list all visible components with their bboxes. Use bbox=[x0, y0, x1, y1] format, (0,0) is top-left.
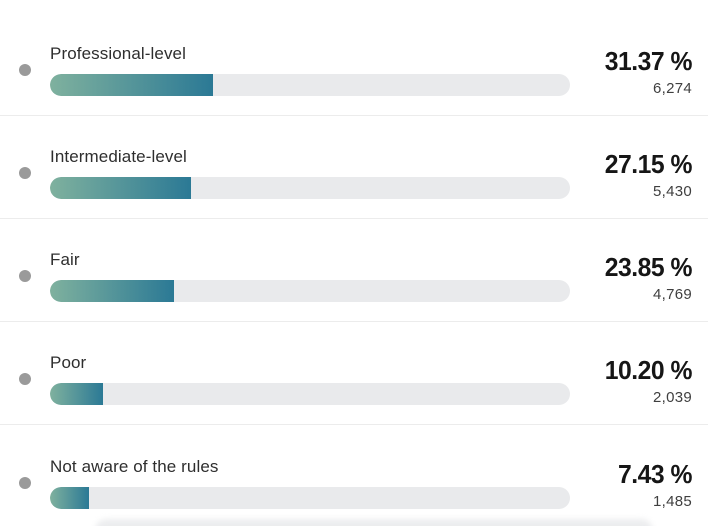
option-main: Not aware of the rules bbox=[50, 457, 570, 509]
poll-option-row: Poor 10.20 % 2,039 bbox=[0, 322, 708, 425]
poll-option-row: Intermediate-level 27.15 % 5,430 bbox=[0, 116, 708, 219]
option-label: Professional-level bbox=[50, 44, 186, 63]
result-bar-fill bbox=[50, 74, 214, 96]
option-main: Fair bbox=[50, 250, 570, 302]
percent-value: 27.15 % bbox=[604, 149, 693, 179]
result-bar-fill bbox=[50, 177, 192, 199]
vote-count: 6,274 bbox=[652, 80, 692, 97]
option-main: Intermediate-level bbox=[50, 147, 570, 199]
vote-count: 5,430 bbox=[652, 183, 692, 200]
percent-value: 7.43 % bbox=[617, 458, 693, 489]
option-stats: 7.43 % 1,485 bbox=[570, 458, 708, 510]
option-bullet-icon bbox=[19, 373, 31, 385]
percent-value: 10.20 % bbox=[604, 355, 693, 385]
result-bar-fill bbox=[50, 486, 89, 509]
poll-option-row: Professional-level 31.37 % 6,274 bbox=[0, 13, 708, 116]
poll-option-row: Fair 23.85 % 4,769 bbox=[0, 219, 708, 322]
vote-count: 1,485 bbox=[652, 492, 692, 510]
option-label: Intermediate-level bbox=[50, 147, 187, 166]
option-stats: 10.20 % 2,039 bbox=[570, 355, 708, 407]
option-label: Poor bbox=[50, 353, 87, 372]
result-bar-fill bbox=[50, 280, 175, 302]
option-label: Fair bbox=[50, 250, 80, 269]
bullet-column bbox=[0, 167, 50, 179]
bullet-column bbox=[0, 270, 50, 282]
result-bar-track bbox=[50, 177, 570, 199]
option-bullet-icon bbox=[19, 167, 31, 179]
percent-value: 23.85 % bbox=[604, 252, 693, 282]
result-bar-track bbox=[50, 383, 570, 405]
bullet-column bbox=[0, 373, 50, 385]
option-stats: 23.85 % 4,769 bbox=[570, 252, 708, 304]
result-bar-track bbox=[50, 74, 570, 96]
vote-count: 4,769 bbox=[652, 286, 692, 303]
bullet-column bbox=[0, 476, 50, 489]
option-label: Not aware of the rules bbox=[50, 456, 219, 476]
result-bar-fill bbox=[50, 383, 104, 405]
option-main: Professional-level bbox=[50, 44, 570, 96]
option-bullet-icon bbox=[19, 64, 31, 76]
bullet-column bbox=[0, 64, 50, 76]
option-stats: 27.15 % 5,430 bbox=[570, 149, 708, 201]
option-bullet-icon bbox=[19, 270, 31, 282]
option-bullet-icon bbox=[19, 476, 31, 489]
percent-value: 31.37 % bbox=[604, 46, 693, 76]
next-element-partial bbox=[95, 519, 653, 526]
vote-count: 2,039 bbox=[652, 389, 692, 406]
poll-option-row: Not aware of the rules 7.43 % 1,485 bbox=[0, 425, 708, 526]
option-main: Poor bbox=[50, 353, 570, 405]
option-stats: 31.37 % 6,274 bbox=[570, 46, 708, 98]
result-bar-track bbox=[50, 280, 570, 302]
result-bar-track bbox=[50, 486, 570, 509]
